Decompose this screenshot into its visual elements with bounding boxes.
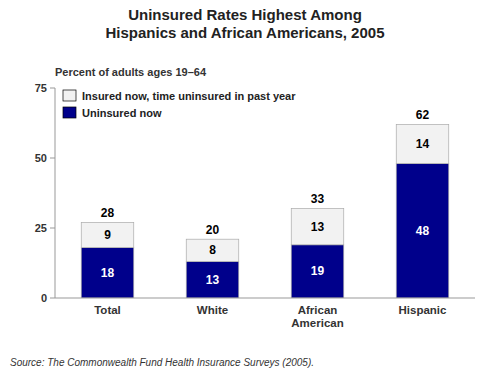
y-tick-label: 50 [35, 152, 47, 164]
y-tick [50, 158, 55, 159]
x-axis-line [55, 298, 475, 299]
legend-swatch [63, 107, 76, 118]
data-label: 19 [311, 264, 325, 278]
y-tick [50, 298, 55, 299]
total-label: 33 [311, 192, 325, 206]
total-label: 20 [206, 223, 220, 237]
legend: Insured now, time uninsured in past year… [63, 90, 296, 119]
title: Uninsured Rates Highest AmongHispanics a… [105, 6, 384, 41]
legend-swatch [63, 90, 76, 101]
legend-label: Insured now, time uninsured in past year [82, 90, 296, 102]
y-tick-label: 0 [41, 292, 47, 304]
bar-segment [186, 239, 239, 261]
chart-container: Uninsured Rates Highest AmongHispanics a… [0, 0, 490, 373]
y-axis-line [55, 88, 56, 298]
data-label: 13 [206, 273, 220, 287]
x-tick-label: White [197, 304, 228, 316]
legend-label: Uninsured now [82, 107, 162, 119]
bar-segment [291, 208, 344, 244]
x-tick-label: Total [94, 304, 121, 316]
y-tick-label: 75 [35, 82, 47, 94]
x-tick-label: Hispanic [399, 304, 448, 316]
data-label: 14 [416, 137, 430, 151]
data-label: 8 [209, 243, 216, 257]
total-label: 62 [416, 108, 430, 122]
total-label: 28 [101, 206, 115, 220]
bar-segment [396, 164, 449, 298]
data-label: 9 [104, 228, 111, 242]
y-axis-label: Percent of adults ages 19–64 [55, 66, 207, 78]
data-label: 18 [101, 266, 115, 280]
y-tick [50, 228, 55, 229]
bar-segment [291, 245, 344, 298]
bar-segment [186, 262, 239, 298]
y-tick [50, 88, 55, 89]
bars [81, 124, 449, 298]
x-tick-label: AfricanAmerican [291, 304, 343, 329]
data-label: 48 [416, 224, 430, 238]
chart-svg: Uninsured Rates Highest AmongHispanics a… [0, 0, 490, 373]
data-label: 13 [311, 220, 325, 234]
bar-segment [81, 222, 134, 247]
y-tick-label: 25 [35, 222, 47, 234]
source-note: Source: The Commonwealth Fund Health Ins… [10, 357, 314, 368]
bar-segment [396, 124, 449, 163]
bar-segment [81, 248, 134, 298]
